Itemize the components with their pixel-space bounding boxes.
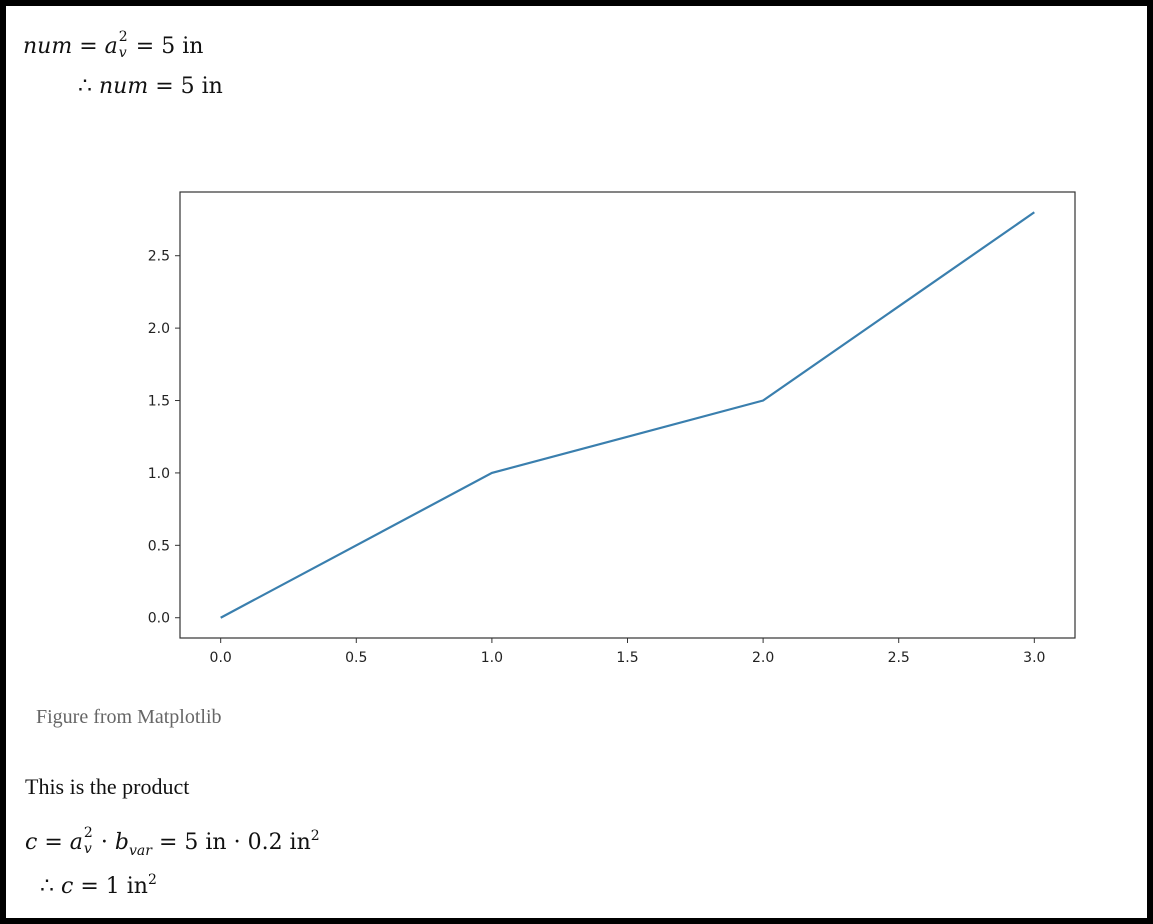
eq1-sup: 2 (118, 29, 128, 45)
eq1-sub: v (118, 45, 127, 61)
eq2-rhs: 5 in (180, 74, 223, 99)
series-line (220, 211, 1035, 619)
figure-caption: Figure from Matplotlib (36, 706, 222, 728)
x-tick-label: 2.0 (752, 650, 774, 666)
eq4-sup: 2 (147, 872, 157, 888)
y-tick-label: 1.0 (148, 466, 170, 482)
y-tick-label: 2.5 (148, 249, 170, 265)
eq3-bsub: var (128, 843, 152, 859)
y-tick-label: 0.0 (148, 611, 170, 627)
eq3-sup: 2 (83, 825, 93, 841)
eq3-rhs2: 0.2 in (247, 830, 311, 855)
y-tick-label: 2.0 (148, 321, 170, 337)
eq3-base: a (69, 830, 83, 855)
eq3-rhs1: 5 in (184, 830, 227, 855)
x-tick-label: 0.0 (210, 650, 232, 666)
eq1-lhs: num (23, 34, 73, 59)
equation-product-result: ∴ c = 1 in2 (40, 872, 157, 899)
x-tick-label: 1.0 (481, 650, 503, 666)
line-chart: 0.0 0.5 1.0 1.5 2.0 2.5 3.0 0.0 0.5 1.0 1.5 2.0 2.5 (148, 191, 1076, 666)
x-tick-label: 3.0 (1023, 650, 1045, 666)
plot-frame (179, 191, 1076, 639)
eq3-rhs2-sup: 2 (310, 828, 320, 844)
therefore-symbol: ∴ (78, 74, 92, 99)
eq3-sub: v (83, 841, 92, 857)
paragraph-text: This is the product (25, 774, 190, 799)
eq1-base: a (104, 34, 118, 59)
eq4-var: c (61, 874, 74, 899)
x-tick-label: 0.5 (345, 650, 367, 666)
eq2-var: num (99, 74, 149, 99)
eq3-lhs: c (25, 830, 38, 855)
therefore-symbol-2: ∴ (40, 874, 54, 899)
eq1-rhs: 5 in (161, 34, 204, 59)
x-tick-label: 1.5 (616, 650, 638, 666)
x-tick-label: 2.5 (888, 650, 910, 666)
equation-num-result: ∴ num = 5 in (78, 74, 223, 99)
y-tick-label: 1.5 (148, 394, 170, 410)
y-tick-label: 0.5 (148, 538, 170, 554)
eq4-rhs: 1 in (105, 874, 148, 899)
eq3-b: b (114, 830, 129, 855)
